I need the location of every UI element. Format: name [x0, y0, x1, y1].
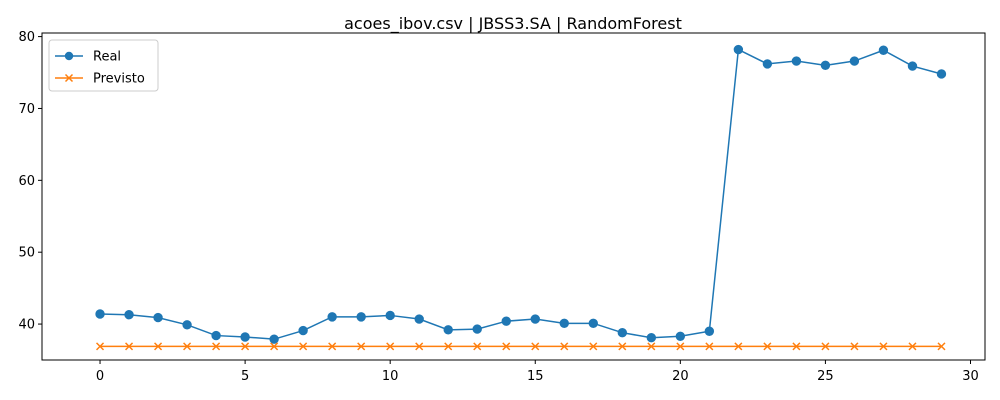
chart-title: acoes_ibov.csv | JBSS3.SA | RandomForest: [344, 14, 682, 34]
legend-item-previsto: Previsto: [55, 72, 145, 87]
data-point-real: [443, 325, 453, 335]
y-tick-label: 80: [18, 30, 35, 45]
data-point-previsto: [415, 342, 424, 351]
data-point-previsto: [850, 342, 859, 351]
data-point-previsto: [357, 342, 366, 351]
legend-marker-real: [64, 51, 74, 61]
data-point-previsto: [676, 342, 685, 351]
data-point-real: [588, 318, 598, 329]
data-point-real: [704, 326, 715, 336]
data-point-previsto: [618, 342, 627, 351]
data-point-real: [211, 330, 221, 341]
data-point-real: [385, 310, 395, 321]
data-point-real: [936, 69, 947, 79]
data-point-previsto: [270, 342, 279, 351]
data-point-previsto: [328, 342, 337, 351]
data-point-previsto: [502, 342, 511, 351]
data-point-previsto: [241, 342, 250, 351]
data-point-previsto: [734, 342, 743, 351]
data-point-previsto: [154, 342, 163, 351]
data-point-real: [762, 59, 773, 69]
y-axis: 40 50 60 70 80: [18, 30, 42, 333]
y-tick-label: 50: [18, 246, 35, 261]
data-point-previsto: [763, 342, 772, 351]
data-point-previsto: [444, 342, 453, 351]
x-tick-label: 25: [817, 369, 834, 384]
series-previsto: [96, 342, 946, 351]
data-point-real: [124, 310, 134, 320]
x-axis: 0 5 10 15 20 25 30: [96, 360, 979, 384]
data-point-previsto: [908, 342, 917, 351]
data-point-real: [356, 312, 366, 322]
data-point-previsto: [560, 342, 569, 351]
x-tick-label: 30: [962, 369, 979, 384]
data-point-real: [646, 333, 657, 343]
x-tick-label: 5: [241, 369, 249, 384]
legend: Real Previsto: [48, 39, 159, 92]
y-tick-label: 60: [18, 174, 35, 189]
data-point-real: [820, 60, 831, 71]
data-point-real: [878, 45, 889, 55]
series-layer: [95, 44, 947, 351]
data-point-real: [849, 56, 860, 66]
data-point-real: [182, 320, 192, 330]
data-point-previsto: [183, 342, 192, 351]
data-point-real: [240, 332, 250, 342]
data-point-previsto: [879, 342, 888, 351]
data-point-previsto: [705, 342, 714, 351]
series-line-real: [100, 48, 942, 340]
plot-area: [42, 33, 985, 360]
data-point-previsto: [212, 342, 221, 351]
y-tick-label: 70: [18, 102, 35, 117]
data-point-real: [907, 61, 918, 71]
data-point-real: [733, 44, 744, 55]
data-point-real: [472, 324, 482, 334]
data-point-previsto: [125, 342, 134, 351]
data-point-real: [269, 334, 279, 344]
data-point-previsto: [96, 342, 105, 351]
data-point-real: [559, 318, 569, 329]
legend-item-real: Real: [55, 50, 121, 65]
x-tick-label: 15: [527, 369, 544, 384]
data-point-real: [153, 312, 163, 323]
data-point-real: [327, 312, 337, 322]
data-point-real: [530, 314, 540, 324]
series-real: [95, 44, 947, 344]
x-tick-label: 10: [382, 369, 399, 384]
data-point-previsto: [647, 342, 656, 351]
data-point-real: [791, 56, 802, 66]
legend-label-previsto: Previsto: [93, 72, 145, 87]
data-point-real: [501, 316, 511, 326]
data-point-previsto: [473, 342, 482, 351]
data-point-previsto: [386, 342, 395, 351]
data-point-previsto: [792, 342, 801, 351]
plot-frame: [41, 32, 986, 361]
data-point-previsto: [937, 342, 946, 351]
data-point-previsto: [531, 342, 540, 351]
data-point-previsto: [299, 342, 308, 351]
x-tick-label: 20: [672, 369, 689, 384]
data-point-previsto: [821, 342, 830, 351]
x-tick-label: 0: [96, 369, 104, 384]
data-point-real: [414, 314, 424, 324]
data-point-real: [298, 325, 308, 336]
data-point-real: [617, 327, 628, 338]
data-point-real: [95, 309, 105, 319]
data-point-previsto: [589, 342, 598, 351]
legend-label-real: Real: [93, 50, 121, 65]
y-tick-label: 40: [18, 318, 35, 333]
legend-marker-previsto: [64, 73, 74, 83]
data-point-real: [675, 331, 686, 341]
